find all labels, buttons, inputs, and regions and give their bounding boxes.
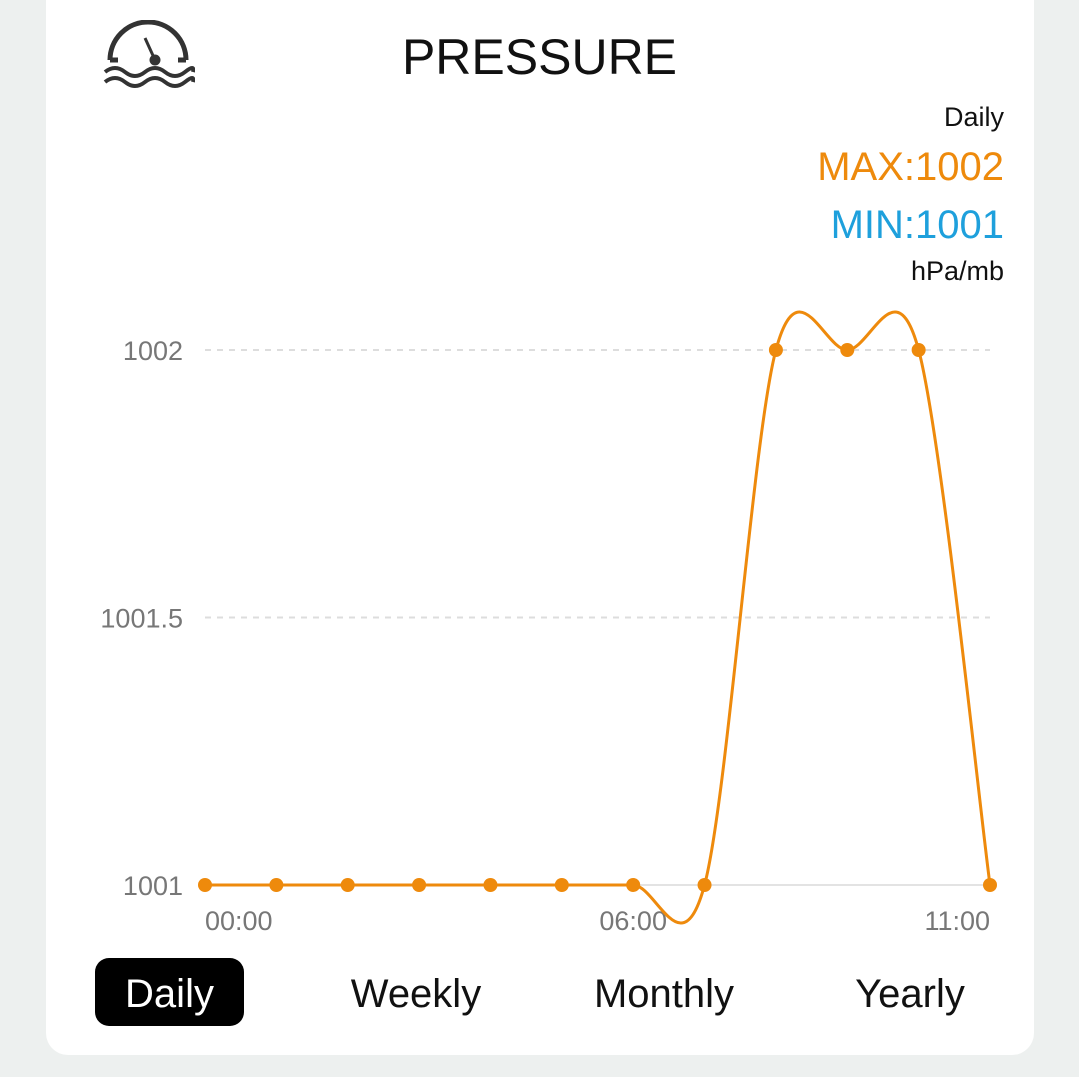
data-point [840, 343, 855, 357]
data-point [983, 878, 997, 892]
pressure-chart: 1001 1001.5 1002 00:00 06:00 11:00 [100, 310, 997, 936]
y-tick-label: 1001 [123, 871, 183, 901]
data-point [554, 878, 569, 892]
pressure-gauge-icon [103, 20, 195, 88]
data-point [340, 878, 355, 892]
tab-weekly[interactable]: Weekly [350, 972, 482, 1016]
min-value: MIN:1001 [830, 203, 1004, 247]
x-tick-label: 06:00 [599, 906, 667, 936]
x-tick-label: 11:00 [924, 906, 990, 936]
y-tick-label: 1002 [123, 336, 183, 366]
y-tick-label: 1001.5 [100, 604, 183, 634]
unit-label: hPa/mb [910, 256, 1004, 286]
data-point [697, 878, 712, 892]
data-point [626, 878, 641, 892]
tab-monthly[interactable]: Monthly [593, 972, 735, 1016]
x-tick-label: 00:00 [205, 906, 273, 936]
pressure-card [46, 0, 1034, 1055]
data-point [412, 878, 427, 892]
data-point [198, 878, 212, 892]
series-line [204, 310, 992, 925]
data-point [768, 343, 783, 357]
tab-daily[interactable]: Daily [95, 958, 244, 1026]
data-point [483, 878, 498, 892]
max-value: MAX:1002 [817, 145, 1004, 189]
data-point [911, 343, 926, 357]
page-title: PRESSURE [401, 29, 678, 85]
tab-yearly[interactable]: Yearly [855, 972, 965, 1016]
data-point [269, 878, 284, 892]
period-label: Daily [943, 102, 1004, 132]
